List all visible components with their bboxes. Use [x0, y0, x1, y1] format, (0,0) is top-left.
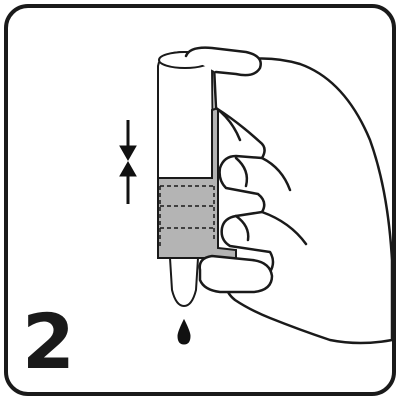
- bottle-label: [157, 106, 237, 259]
- hand: [184, 46, 394, 345]
- droplet-icon: [177, 318, 191, 345]
- dropper-tip: [168, 257, 200, 308]
- compress-arrows-icon: [119, 120, 137, 204]
- step-number: 2: [22, 297, 75, 386]
